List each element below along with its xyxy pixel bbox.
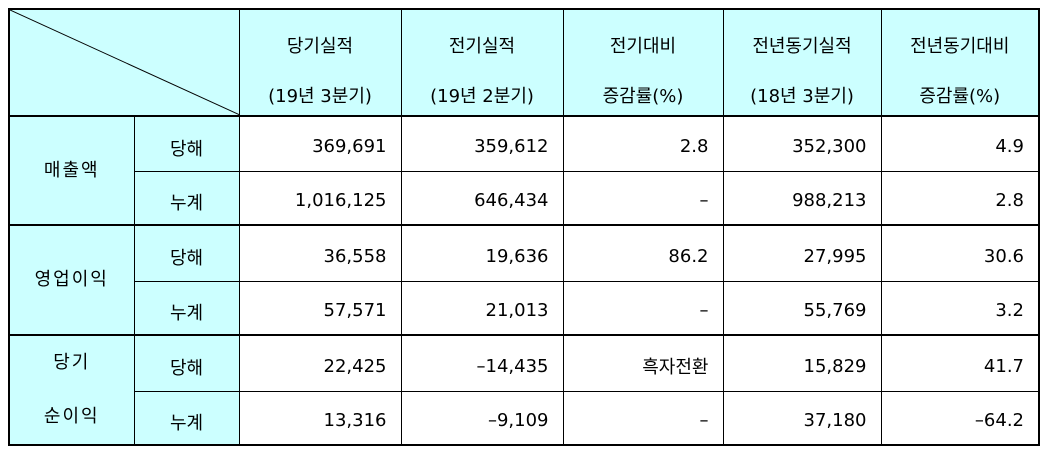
row-label: 당해 — [133, 333, 240, 392]
value-cell: 30.6 — [880, 224, 1040, 282]
group-label: 영업이익 — [8, 224, 135, 336]
value-cell: –64.2 — [880, 390, 1040, 446]
header-cell: 당기실적 (19년 3분기) — [238, 8, 402, 117]
value-cell: 359,612 — [400, 115, 564, 172]
row-label: 누계 — [133, 390, 240, 446]
value-cell: 36,558 — [238, 224, 402, 282]
value-cell: 57,571 — [238, 280, 402, 336]
header-text: 전기실적 — [448, 36, 516, 57]
row-label: 당해 — [133, 224, 240, 282]
value-cell: 27,995 — [722, 224, 882, 282]
value-cell: 369,691 — [238, 115, 402, 172]
data-row: 누계 13,316 –9,109–37,180 –64.2 — [9, 390, 1040, 446]
value-cell: 22,425 — [238, 333, 402, 392]
data-row: 누계 1,016,125 646,434–988,213 2.8 — [9, 170, 1040, 226]
value-cell: – — [562, 170, 724, 226]
row-label: 누계 — [133, 170, 240, 226]
value-cell: 352,300 — [722, 115, 882, 172]
value-cell: 646,434 — [400, 170, 564, 226]
data-row: 누계 57,571 21,013–55,769 3.2 — [9, 280, 1040, 336]
results-table: 당기실적 (19년 3분기) 전기실적 (19년 2분기) 전기대비 증감률(%) 전년동기… — [8, 8, 1040, 446]
value-cell: 37,180 — [722, 390, 882, 446]
value-cell: 2.8 — [562, 115, 724, 172]
group-text: 매출액 — [43, 159, 100, 181]
value-cell: 55,769 — [722, 280, 882, 336]
group-text: 순이익 — [43, 406, 100, 427]
value-cell: 86.2 — [562, 224, 724, 282]
header-text: (19년 3분기) — [268, 86, 372, 107]
value-cell: 13,316 — [238, 390, 402, 446]
header-text: 증감률(%) — [919, 86, 1001, 107]
diagonal — [10, 10, 240, 115]
value-cell: 21,013 — [400, 280, 564, 336]
corner-cell — [8, 8, 240, 117]
data-row: 당기 순이익 당해 22,425 –14,435 흑자전환 15,829 41.7 — [8, 333, 1040, 446]
header-text: 전년동기대비 — [910, 36, 1010, 57]
value-cell: –9,109 — [400, 390, 564, 446]
header-text: 전기대비 — [609, 36, 677, 57]
value-cell: 2.8 — [880, 170, 1040, 226]
value-cell: 41.7 — [880, 333, 1040, 392]
header-text: (18년 3분기) — [750, 86, 854, 107]
value-cell: 19,636 — [400, 224, 564, 282]
header-cell: 전기실적 (19년 2분기) — [400, 8, 564, 117]
row-label: 누계 — [133, 280, 240, 336]
value-cell: 988,213 — [722, 170, 882, 226]
group-label: 매출액 — [8, 115, 135, 226]
data-row: 영업이익 당해 36,558 19,636 86.2 27,995 30.6 — [8, 224, 1040, 336]
header-text: 증감률(%) — [602, 86, 684, 107]
group-text: 당기 — [53, 352, 91, 373]
value-cell: – — [562, 390, 724, 446]
header-text: 당기실적 — [286, 36, 354, 57]
group-text: 영업이익 — [34, 269, 109, 290]
header-text: 전년동기실적 — [752, 36, 852, 57]
header-cell: 전년동기실적 (18년 3분기) — [722, 8, 882, 117]
value-cell: 3.2 — [880, 280, 1040, 336]
value-cell: – — [562, 280, 724, 336]
header-text: (19년 2분기) — [430, 86, 534, 107]
row-label: 당해 — [133, 115, 240, 172]
value-cell: 1,016,125 — [238, 170, 402, 226]
value-cell: 흑자전환 — [562, 333, 724, 392]
data-row: 매출액 당해 369,691 359,612 2.8 352,300 4.9 — [8, 115, 1040, 226]
value-cell: 15,829 — [722, 333, 882, 392]
value-cell: –14,435 — [400, 333, 564, 392]
value-cell: 4.9 — [880, 115, 1040, 172]
